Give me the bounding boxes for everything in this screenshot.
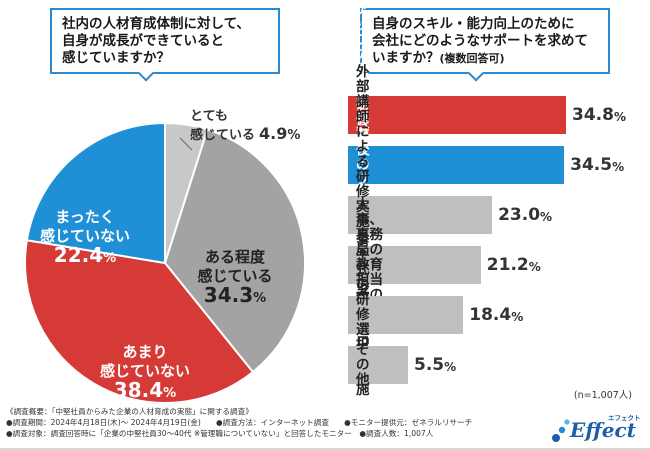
- pie-slice-label: ある程度 感じている 34.3%: [180, 248, 290, 308]
- bar: [348, 96, 566, 134]
- survey-footnotes: 《調査概要：「中堅社員からみた企業の人材育成の実態」に関する調査》 ●調査期間：…: [6, 406, 472, 439]
- pie-slice-label: あまり 感じていない 38.4%: [80, 343, 210, 403]
- footnote-line: 《調査概要：「中堅社員からみた企業の人材育成の実態」に関する調査》: [6, 407, 253, 416]
- bar-value-label: 18.4%: [469, 305, 524, 325]
- pie-slice: [25, 121, 166, 265]
- logo-mark-icon: [552, 419, 570, 442]
- pie-slice-category: まったく 感じていない: [39, 208, 130, 245]
- bar: [348, 196, 493, 234]
- question-left-box: 社内の人材育成体制に対して、 自身が成長ができていると 感じていますか？: [50, 8, 280, 74]
- bar-value-label: 34.5%: [570, 155, 625, 175]
- bar: [348, 146, 565, 184]
- bar-category-label: 挙手式の 研修選択の実施: [356, 232, 370, 397]
- pie-slice-category: とても 感じている: [190, 109, 256, 143]
- logo-brand: Effect: [570, 418, 636, 442]
- bar: [348, 246, 481, 284]
- pie-slice-value: 4.9%: [259, 124, 301, 143]
- bar-value-label: 21.2%: [486, 255, 541, 275]
- pie-leader-line: [179, 137, 193, 151]
- effect-logo: エフェクト Effect: [550, 410, 642, 444]
- pie-slice-value: 38.4%: [113, 378, 177, 402]
- pie-slice-category: あまり 感じていない: [99, 343, 190, 380]
- sample-size-note: (n=1,007人): [573, 390, 632, 401]
- bar: [348, 296, 464, 334]
- question-right-text: 自身のスキル・能力向上のために 会社にどのようなサポートを求めて いますか？: [372, 16, 588, 66]
- pie-slice: [24, 239, 255, 404]
- pie-slice: [163, 128, 306, 374]
- question-right-box: 自身のスキル・能力向上のために 会社にどのようなサポートを求めて いますか？(複…: [360, 8, 610, 74]
- pie-slice-label: とても 感じている 4.9%: [190, 107, 310, 145]
- pie-slice-category: ある程度 感じている: [197, 248, 273, 285]
- bar-category-label: その他: [356, 341, 370, 388]
- bar-value-label: 5.5%: [414, 355, 457, 375]
- bar-value-label: 34.8%: [572, 105, 626, 125]
- bar: [348, 346, 408, 384]
- question-right-suffix: (複数回答可): [439, 52, 505, 65]
- pie-slice-value: 22.4%: [53, 243, 117, 267]
- pie-slice-label: まったく 感じていない 22.4%: [20, 208, 150, 268]
- footnote-line: ●調査対象：調査回答時に「企業の中堅社員30～40代 ※管理職についていない」と…: [6, 429, 434, 438]
- logo-kana: エフェクト: [608, 414, 641, 422]
- footnote-line: ●調査期間：2024年4月18日(木)～ 2024年4月19日(金) ●調査方法…: [6, 418, 473, 427]
- pie-slice-value: 34.3%: [203, 283, 267, 307]
- bar-value-label: 23.0%: [498, 205, 553, 225]
- question-left-text: 社内の人材育成体制に対して、 自身が成長ができていると 感じていますか？: [62, 16, 250, 66]
